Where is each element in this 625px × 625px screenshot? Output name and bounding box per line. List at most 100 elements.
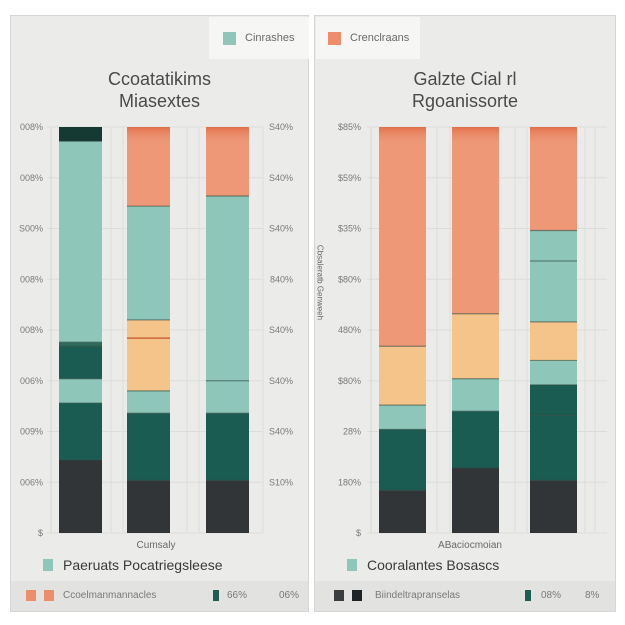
bar-segment (59, 378, 102, 404)
bar-segment (379, 346, 426, 406)
bar-segment (379, 405, 426, 430)
y-tick-label-right: S10% (269, 477, 293, 487)
bar-segment (530, 384, 577, 416)
footer-value-1: 66% (227, 590, 248, 601)
chart-title: Ccoatatikims Miasextes (11, 68, 308, 112)
y-tick-label-left: 009% (20, 427, 43, 437)
footer-bar: Biindeltrapranselas 08% 8% (315, 581, 615, 611)
y-tick-label-left: 008% (20, 274, 43, 284)
y-tick-label-left: 008% (20, 173, 43, 183)
bar-segment (530, 360, 577, 385)
y-tick-label-left: 006% (20, 477, 43, 487)
footer-value-2: 06% (279, 590, 300, 601)
x-axis-label: Cumsaly (136, 540, 176, 551)
legend-swatch (347, 559, 357, 571)
plot-area: 008% 008% S00% 008% 008% 006% 009% 006% $ S40% S40… (19, 122, 293, 538)
bar-segment (452, 378, 499, 412)
y-tick-label-left: 180% (338, 477, 361, 487)
footer-swatch (352, 590, 362, 601)
legend-label: Cooralantes Bosascs (367, 557, 500, 573)
y-tick-label-right: S40% (269, 427, 293, 437)
chart-title-line-1: Ccoatatikims (107, 69, 212, 89)
bar-segment (452, 468, 499, 533)
bar-cap-shade (127, 127, 170, 145)
bar-segment (452, 411, 499, 469)
bar-segment (452, 313, 499, 379)
footer-value-2: 8% (585, 590, 600, 601)
bar-segment (452, 127, 499, 314)
bar-segment (59, 141, 102, 343)
y-tick-label-left: $85% (338, 122, 361, 132)
chart-title-line-2: Rgoanissorte (411, 91, 519, 111)
footer-value-swatch (213, 590, 219, 601)
bar-segment (206, 480, 249, 533)
bar-segment (379, 127, 426, 347)
bar-cap-shade (530, 127, 577, 145)
y-tick-label-right: 840% (270, 274, 293, 284)
bar-segment (379, 490, 426, 533)
bar-segment (127, 390, 170, 414)
bar-segment (206, 196, 249, 381)
y-tick-label-right: S40% (269, 122, 293, 132)
y-tick-label-right: S40% (269, 173, 293, 183)
plot-area: $85% $59% $35% $80% 480% $80% 28% 180% $ (338, 122, 607, 538)
y-tick-label-right: S40% (269, 325, 293, 335)
bottom-legend: Cooralantes Bosascs (315, 552, 615, 578)
bottom-legend: Paeruats Pocatriegsleese (11, 552, 308, 578)
bar-segment (127, 319, 170, 339)
footer-value-swatch (525, 590, 531, 601)
y-tick-label-left: $35% (338, 224, 361, 234)
footer-label: Ccoelmanmannacles (63, 590, 157, 601)
chart-title: Galzte Cial rl Rgoanissorte (315, 68, 615, 112)
bar-segment (206, 380, 249, 414)
bar-segment (59, 459, 102, 533)
y-tick-label-right: S40% (269, 224, 293, 234)
bar-segment (59, 127, 102, 142)
chart-title-line-2: Miasextes (118, 91, 201, 111)
bar-segment (530, 415, 577, 481)
y-tick-label-right: S40% (269, 376, 293, 386)
footer-swatch (26, 590, 36, 601)
x-axis-label: ABaciocmoian (438, 540, 502, 551)
y-tick-label-left: 480% (338, 325, 361, 335)
footer-swatch (44, 590, 54, 601)
y-tick-label-left: 008% (20, 325, 43, 335)
y-tick-label-left: $59% (338, 173, 361, 183)
y-tick-label-left: $80% (338, 376, 361, 386)
bar-segment (206, 413, 249, 481)
y-tick-label-left: 006% (20, 376, 43, 386)
y-tick-label-left: 28% (343, 427, 361, 437)
y-tick-label-left: 008% (20, 122, 43, 132)
bar-segment (127, 206, 170, 320)
bar-cap-shade (206, 127, 249, 145)
bar-cap-shade (452, 127, 499, 145)
chart-title-line-1: Galzte Cial rl (413, 69, 517, 89)
bar-segment (530, 321, 577, 361)
legend-swatch (223, 31, 236, 45)
bar-segment (530, 260, 577, 322)
y-tick-label-left: $80% (338, 274, 361, 284)
legend-swatch (328, 31, 341, 45)
bar-segment (127, 413, 170, 481)
bar-segment (59, 342, 102, 347)
footer-bar: Ccoelmanmannacles 66% 06% (11, 581, 308, 611)
bar-segment (59, 403, 102, 460)
bar-segment (379, 429, 426, 491)
y-tick-label-left: $ (356, 528, 361, 538)
y-tick-label-left: $ (38, 528, 43, 538)
bar-segment (127, 480, 170, 533)
legend-swatch (43, 559, 53, 571)
bar-segment (530, 230, 577, 261)
legend-top-left-chart: Cinrashes (209, 17, 309, 59)
legend-label: Paeruats Pocatriegsleese (63, 557, 223, 573)
legend-label: Cinrashes (245, 32, 295, 44)
footer-swatch (334, 590, 344, 601)
legend-top-right-chart: Crenclraans (316, 17, 420, 59)
bar-segment (530, 480, 577, 533)
left-chart-panel: Cinrashes Ccoatatikims Miasextes 008% 008… (10, 15, 309, 612)
bar-cap-shade (379, 127, 426, 145)
right-chart-panel: Crenclraans Galzte Cial rl Rgoanissorte … (314, 15, 616, 612)
footer-value-1: 08% (541, 590, 562, 601)
bar-segment (127, 338, 170, 391)
bar-segment (59, 346, 102, 379)
